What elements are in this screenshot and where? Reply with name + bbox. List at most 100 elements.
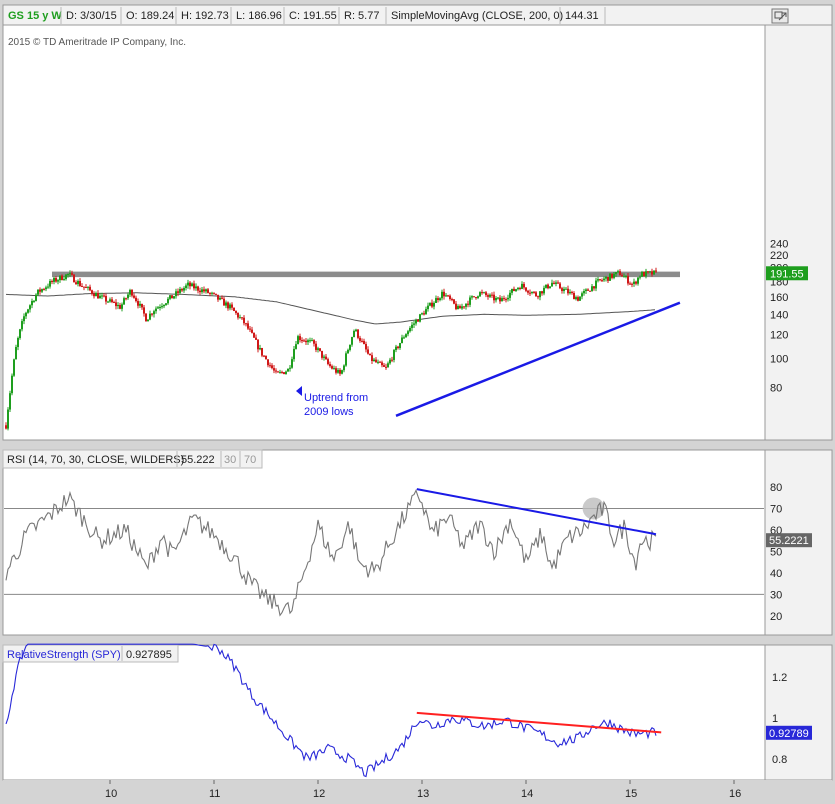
price-candle bbox=[449, 295, 451, 300]
price-candle bbox=[229, 304, 231, 309]
price-candle bbox=[171, 295, 173, 299]
symbol-label[interactable]: GS 15 y W bbox=[8, 10, 62, 22]
price-candle bbox=[339, 369, 341, 374]
price-candle bbox=[233, 307, 235, 311]
price-candle bbox=[123, 298, 125, 305]
price-candle bbox=[113, 302, 115, 304]
price-candle bbox=[401, 337, 403, 344]
price-candle bbox=[53, 278, 55, 282]
price-candle bbox=[43, 289, 45, 291]
price-candle bbox=[611, 273, 613, 278]
price-candle bbox=[549, 286, 551, 289]
price-candle bbox=[539, 291, 541, 298]
x-tick-label: 15 bbox=[625, 788, 637, 800]
price-candle bbox=[151, 313, 153, 315]
price-candle bbox=[515, 289, 517, 291]
price-candle bbox=[237, 313, 239, 318]
price-candle bbox=[361, 340, 363, 342]
high-label: H: 192.73 bbox=[181, 10, 229, 22]
price-candle bbox=[281, 371, 283, 373]
price-candle bbox=[585, 289, 587, 292]
price-candle bbox=[571, 291, 573, 293]
price-candle bbox=[497, 297, 499, 299]
price-candle bbox=[367, 349, 369, 354]
rs-tick-label: 0.8 bbox=[772, 754, 787, 766]
price-candle bbox=[423, 313, 425, 315]
date-label: D: 3/30/15 bbox=[66, 10, 117, 22]
price-candle bbox=[331, 366, 333, 369]
price-candle bbox=[249, 328, 251, 330]
price-candle bbox=[301, 340, 303, 342]
price-candle bbox=[431, 302, 433, 307]
x-tick-label: 13 bbox=[417, 788, 429, 800]
x-tick-label: 10 bbox=[105, 788, 117, 800]
price-candle bbox=[221, 297, 223, 299]
price-candle bbox=[225, 302, 227, 306]
price-candle bbox=[285, 371, 287, 375]
price-candle bbox=[579, 296, 581, 301]
price-candle bbox=[443, 291, 445, 297]
price-candle bbox=[471, 296, 473, 298]
price-candle bbox=[59, 275, 61, 281]
rsi-tick-label: 40 bbox=[770, 568, 782, 580]
rsi-title[interactable]: RSI (14, 70, 30, CLOSE, WILDERS) bbox=[7, 454, 184, 466]
price-candle bbox=[603, 278, 605, 281]
close-label: C: 191.55 bbox=[289, 10, 337, 22]
price-candle bbox=[155, 308, 157, 312]
price-candle bbox=[651, 271, 653, 275]
price-candle bbox=[637, 277, 639, 284]
price-candle bbox=[145, 313, 147, 322]
price-candle bbox=[35, 294, 37, 301]
price-candle bbox=[483, 292, 485, 294]
price-candle bbox=[97, 293, 99, 299]
price-candle bbox=[49, 281, 51, 287]
price-candle bbox=[61, 275, 63, 280]
rs-title[interactable]: RelativeStrength (SPY) bbox=[7, 649, 121, 661]
price-candle bbox=[79, 280, 81, 287]
rsi-value: 55.222 bbox=[181, 454, 215, 466]
price-candle bbox=[503, 298, 505, 300]
price-candle bbox=[31, 300, 33, 306]
expand-icon[interactable] bbox=[771, 8, 789, 24]
price-series-layer bbox=[5, 267, 681, 431]
price-candle bbox=[329, 364, 331, 367]
price-candle bbox=[131, 289, 133, 296]
open-label: O: 189.24 bbox=[126, 10, 174, 22]
price-candle bbox=[419, 314, 421, 322]
price-candle bbox=[183, 288, 185, 291]
price-candle bbox=[309, 340, 311, 342]
rs-last-label: 0.92789 bbox=[769, 728, 809, 740]
price-candle bbox=[645, 271, 647, 277]
price-candle bbox=[105, 295, 107, 302]
price-candle bbox=[319, 348, 321, 351]
price-candle bbox=[467, 303, 469, 305]
price-candle bbox=[641, 272, 643, 277]
price-candle bbox=[461, 306, 463, 309]
price-candle bbox=[187, 282, 189, 286]
price-candle bbox=[173, 296, 175, 299]
price-candle bbox=[277, 371, 279, 373]
price-candle bbox=[141, 303, 143, 308]
price-candle bbox=[129, 289, 131, 295]
price-candle bbox=[525, 287, 527, 291]
price-candle bbox=[5, 425, 7, 429]
price-candle bbox=[115, 302, 117, 307]
price-candle bbox=[111, 299, 113, 303]
price-candle bbox=[633, 281, 635, 284]
rsi-last-label: 55.2221 bbox=[769, 535, 809, 547]
price-candle bbox=[85, 287, 87, 289]
price-candle bbox=[499, 297, 501, 302]
study-label[interactable]: SimpleMovingAvg (CLOSE, 200, 0) bbox=[391, 10, 563, 22]
price-candle bbox=[213, 292, 215, 294]
price-candle bbox=[193, 283, 195, 289]
rsi-series-layer bbox=[4, 488, 764, 617]
price-candle bbox=[323, 356, 325, 358]
price-candle bbox=[439, 298, 441, 301]
price-candle bbox=[555, 282, 557, 284]
price-candle bbox=[57, 280, 59, 282]
price-candle bbox=[197, 286, 199, 291]
price-candle bbox=[507, 297, 509, 300]
price-candle bbox=[135, 297, 137, 302]
price-candle bbox=[487, 295, 489, 297]
price-candle bbox=[21, 321, 23, 330]
